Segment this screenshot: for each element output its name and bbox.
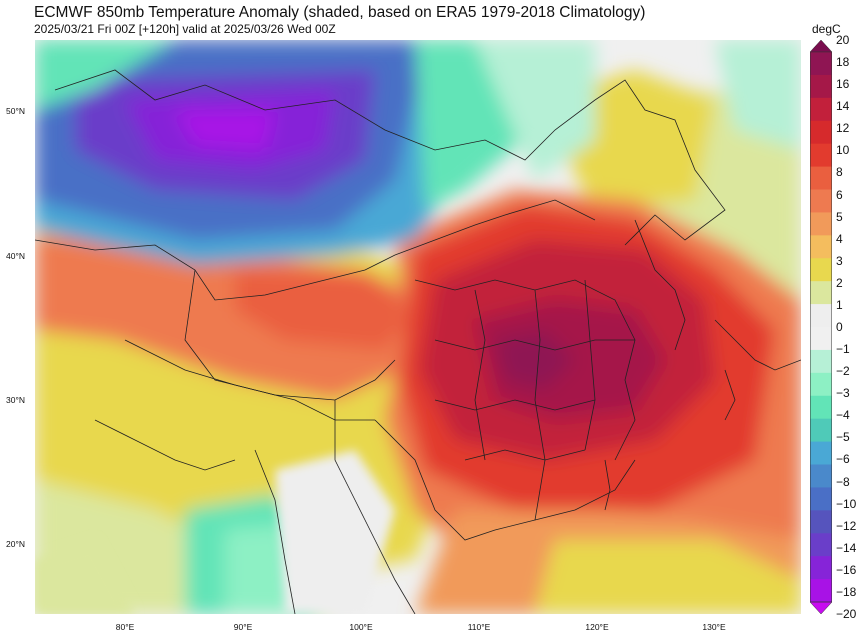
anomaly-map-graphic bbox=[35, 40, 801, 614]
lon-label-90e: 90°E bbox=[233, 622, 253, 632]
colorbar-segment bbox=[810, 327, 832, 351]
colorbar-segment bbox=[810, 395, 832, 420]
colorbar-segment bbox=[810, 441, 832, 465]
map-title: ECMWF 850mb Temperature Anomaly (shaded,… bbox=[34, 4, 646, 21]
colorbar-tick-label: −3 bbox=[836, 386, 850, 401]
colorbar-segment bbox=[810, 143, 832, 168]
colorbar-segment bbox=[810, 74, 832, 99]
colorbar-segment bbox=[810, 52, 832, 76]
colorbar-segment bbox=[810, 97, 832, 122]
colorbar-tick-label: −20 bbox=[836, 607, 857, 621]
colorbar-segment bbox=[810, 166, 832, 190]
colorbar-tick-label: −18 bbox=[836, 584, 857, 599]
colorbar-tick-label: −2 bbox=[836, 364, 850, 379]
colorbar-max-extend bbox=[810, 40, 832, 53]
colorbar-segment bbox=[810, 556, 832, 580]
lon-label-130e: 130°E bbox=[702, 622, 726, 632]
border-lines bbox=[35, 69, 801, 614]
colorbar-tick-label: −5 bbox=[836, 430, 850, 445]
lat-label-50n: 50°N bbox=[6, 106, 25, 116]
colorbar-segment bbox=[810, 258, 832, 282]
anomaly-map bbox=[35, 40, 801, 614]
colorbar-tick-label: −16 bbox=[836, 562, 857, 577]
colorbar-tick-label: 18 bbox=[836, 55, 850, 70]
colorbar-tick-label: 4 bbox=[836, 231, 843, 246]
colorbar-segment bbox=[810, 372, 832, 397]
colorbar-segment bbox=[810, 487, 832, 511]
colorbar-segment bbox=[810, 418, 832, 443]
colorbar-tick-label: −6 bbox=[836, 452, 850, 467]
map-subtitle: 2025/03/21 Fri 00Z [+120h] valid at 2025… bbox=[34, 22, 336, 36]
colorbar bbox=[810, 40, 832, 614]
colorbar-frame bbox=[810, 51, 832, 603]
colorbar-segment bbox=[810, 533, 832, 557]
colorbar-tick-label: −8 bbox=[836, 474, 850, 489]
lon-label-100e: 100°E bbox=[349, 622, 373, 632]
colorbar-segment bbox=[810, 120, 832, 145]
lon-label-110e: 110°E bbox=[467, 622, 491, 632]
lat-label-20n: 20°N bbox=[6, 539, 25, 549]
colorbar-segment bbox=[810, 189, 832, 213]
colorbar-min-extend bbox=[810, 601, 832, 614]
colorbar-tick-label: 14 bbox=[836, 99, 850, 114]
colorbar-tick-label: 12 bbox=[836, 121, 850, 136]
colorbar-tick-label: −12 bbox=[836, 518, 857, 533]
colorbar-segment bbox=[810, 235, 832, 259]
colorbar-segment bbox=[810, 212, 832, 236]
colorbar-segment bbox=[810, 510, 832, 534]
colorbar-tick-label: 0 bbox=[836, 320, 843, 334]
colorbar-tick-label: 8 bbox=[836, 165, 843, 180]
lat-label-40n: 40°N bbox=[6, 251, 25, 261]
colorbar-tick-label: 16 bbox=[836, 77, 850, 92]
colorbar-tick-label: 1 bbox=[836, 297, 843, 312]
colorbar-tick-label: 6 bbox=[836, 187, 843, 202]
colorbar-tick-label: −1 bbox=[836, 342, 850, 357]
colorbar-tick-label: 5 bbox=[836, 209, 843, 224]
colorbar-tick-label: 10 bbox=[836, 143, 850, 158]
colorbar-tick-label: 20 bbox=[836, 33, 850, 47]
colorbar-tick-label: 2 bbox=[836, 275, 843, 290]
colorbar-tick-label: −10 bbox=[836, 496, 857, 511]
colorbar-segment bbox=[810, 579, 832, 603]
colorbar-segment bbox=[810, 464, 832, 488]
lat-label-30n: 30°N bbox=[6, 395, 25, 405]
colorbar-segment bbox=[810, 349, 832, 374]
southwest-neutral-patch bbox=[35, 450, 395, 614]
lon-label-80e: 80°E bbox=[115, 622, 135, 632]
colorbar-unit-label: degC bbox=[812, 22, 841, 36]
colorbar-segment bbox=[810, 281, 832, 305]
colorbar-tick-label: 3 bbox=[836, 253, 843, 268]
colorbar-tick-label: −4 bbox=[836, 408, 850, 423]
shaded-anomaly-field bbox=[35, 40, 801, 614]
colorbar-tick-label: −14 bbox=[836, 540, 857, 555]
lon-label-120e: 120°E bbox=[585, 622, 609, 632]
colorbar-segment bbox=[810, 304, 832, 328]
